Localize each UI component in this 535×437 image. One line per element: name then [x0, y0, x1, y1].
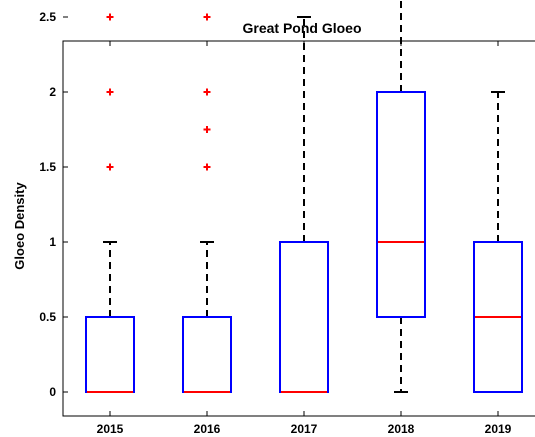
y-tick-label: 1.5: [39, 160, 56, 174]
box-group-2015: [85, 13, 135, 393]
x-tick-label: 2019: [485, 422, 512, 436]
y-axis-label: Gloeo Density: [12, 182, 27, 270]
outlier-point: [106, 163, 114, 171]
y-tick-label: 0: [49, 385, 56, 399]
y-tick-label: 2.5: [39, 10, 56, 24]
box-group-2019: [473, 91, 523, 393]
x-tick-label: 2015: [97, 422, 124, 436]
y-tick-label: 1: [49, 235, 56, 249]
box-group-2016: [182, 13, 232, 393]
box-iqr: [473, 241, 523, 393]
outlier-point: [203, 88, 211, 96]
outlier-point: [106, 88, 114, 96]
y-tick-label: 2: [49, 85, 56, 99]
outlier-point: [203, 126, 211, 133]
plot-frame: [62, 40, 535, 417]
outlier-point: [203, 163, 211, 171]
box-group-2017: [279, 16, 329, 393]
outlier-point: [203, 13, 211, 21]
x-tick-label: 2018: [388, 422, 415, 436]
outlier-point: [106, 13, 114, 21]
box-iqr: [376, 91, 426, 318]
x-tick-label: 2016: [194, 422, 221, 436]
x-tick-label: 2017: [291, 422, 318, 436]
chart-title: Great Pond Gloeo: [242, 20, 361, 36]
x-axis: 2015 2016 2017 2018 2019: [97, 41, 512, 436]
y-axis: 00.511.522.533.544.5: [39, 10, 68, 399]
y-tick-label: 0.5: [39, 310, 56, 324]
plot-area: [85, 0, 523, 393]
